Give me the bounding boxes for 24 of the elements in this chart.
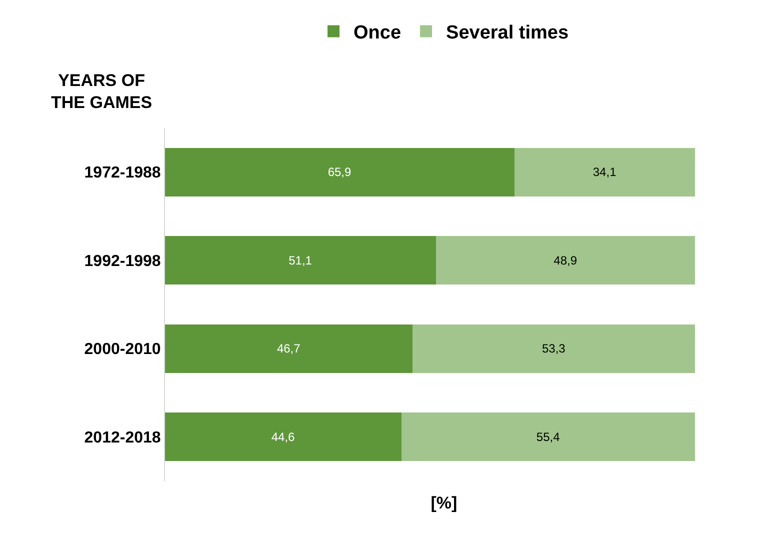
bar	[401, 412, 696, 462]
bar	[165, 412, 402, 462]
legend-label: Once	[354, 22, 402, 44]
y-tick-label: 2000-2010	[84, 341, 161, 358]
bar	[436, 236, 696, 285]
data-label: 53,3	[542, 342, 566, 356]
bar	[165, 324, 413, 373]
x-axis-title: [%]	[430, 493, 458, 512]
legend-label: Several times	[446, 22, 569, 44]
bar	[412, 324, 696, 373]
data-label: 51,1	[288, 253, 312, 268]
data-label: 44,6	[271, 430, 296, 444]
y-axis-title: YEARS OF THE GAMES	[51, 71, 152, 112]
data-label: 48,9	[554, 253, 578, 268]
data-label: 65,9	[328, 165, 352, 180]
bar	[165, 148, 514, 196]
data-label: 46,7	[276, 342, 301, 356]
y-tick-label: 1992-1998	[84, 252, 161, 270]
y-tick-label: 1972-1988	[84, 164, 161, 182]
bar	[165, 236, 436, 285]
data-label: 55,4	[536, 430, 560, 444]
y-tick-label: 2012-2018	[84, 429, 161, 446]
data-label: 34,1	[592, 165, 617, 180]
bar	[514, 148, 696, 196]
